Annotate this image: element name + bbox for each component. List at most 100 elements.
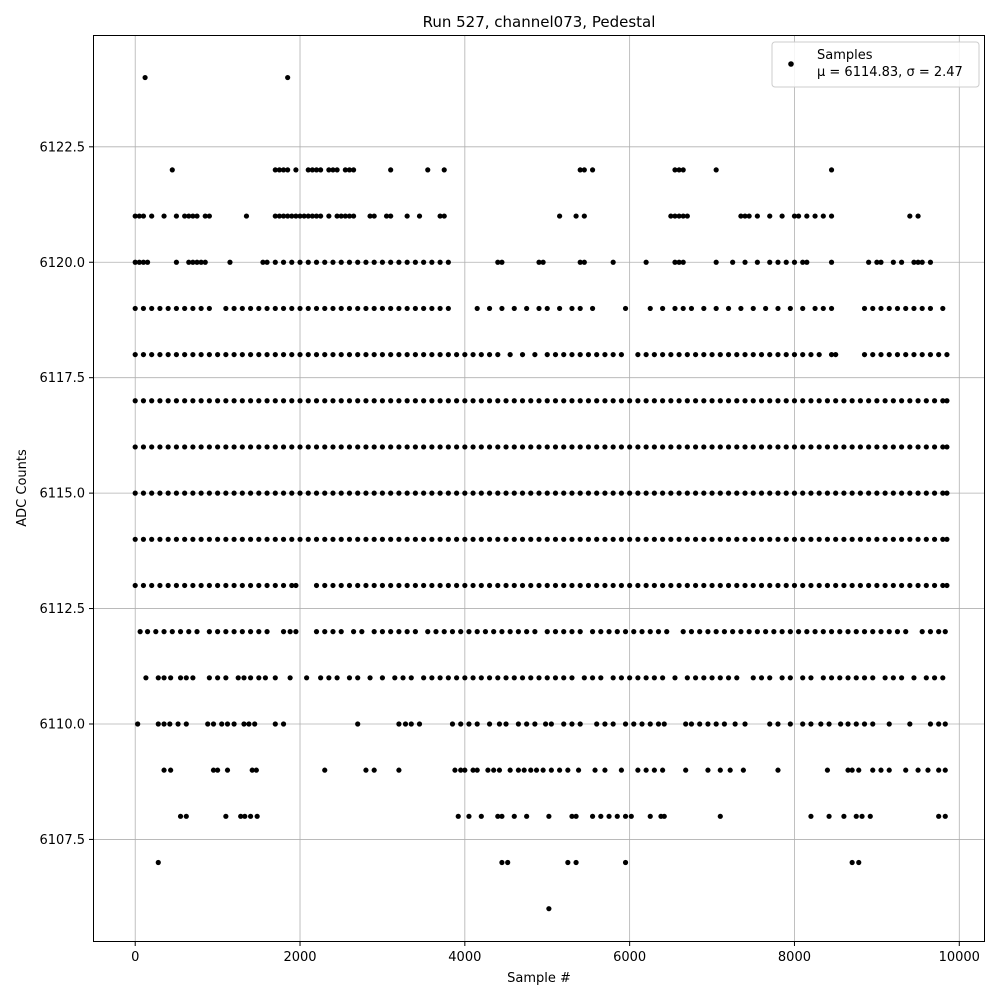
data-point <box>449 629 456 635</box>
data-point <box>215 490 221 496</box>
data-point <box>536 490 542 496</box>
data-point <box>437 351 443 358</box>
data-point <box>140 490 147 496</box>
data-point <box>486 305 493 312</box>
data-point <box>396 259 402 265</box>
data-point <box>149 351 155 358</box>
data-point <box>655 629 662 635</box>
data-point <box>470 767 476 773</box>
data-point <box>338 213 344 219</box>
data-point <box>890 675 896 681</box>
data-point <box>235 675 241 681</box>
data-point <box>618 351 625 358</box>
data-point <box>342 213 348 219</box>
data-point <box>787 675 793 681</box>
data-point <box>396 351 402 358</box>
data-point <box>388 259 394 265</box>
data-point <box>569 444 575 450</box>
data-point <box>655 721 662 727</box>
data-point <box>738 629 744 635</box>
data-point <box>585 536 592 542</box>
data-point <box>692 675 699 681</box>
data-point <box>519 398 526 404</box>
data-point <box>433 629 439 635</box>
data-point <box>215 398 221 404</box>
data-point <box>800 351 806 358</box>
data-point <box>272 398 278 404</box>
data-point <box>898 582 905 589</box>
data-point <box>445 305 451 312</box>
data-point <box>491 767 497 773</box>
data-point <box>589 813 596 819</box>
data-point <box>680 167 686 173</box>
data-point <box>561 490 567 496</box>
data-point <box>503 675 509 681</box>
data-point <box>289 305 295 312</box>
data-point <box>857 490 863 496</box>
data-point <box>942 721 948 727</box>
data-point <box>144 629 151 635</box>
data-point <box>437 536 443 542</box>
data-point <box>808 721 814 727</box>
data-point <box>697 629 703 635</box>
data-point <box>421 582 427 589</box>
data-point <box>173 582 180 589</box>
data-point <box>544 582 550 589</box>
x-axis-label: Sample # <box>507 971 571 986</box>
data-point <box>511 582 517 589</box>
data-point <box>660 444 666 450</box>
data-point <box>495 351 501 358</box>
data-point <box>919 629 925 635</box>
data-point <box>907 398 913 404</box>
data-point <box>177 813 184 819</box>
data-point <box>610 582 616 589</box>
data-point <box>816 398 822 404</box>
data-point <box>746 629 752 635</box>
data-point <box>153 629 159 635</box>
data-point <box>470 444 476 450</box>
data-point <box>808 582 814 589</box>
data-point <box>536 305 542 312</box>
data-point <box>800 721 806 727</box>
data-point <box>602 536 608 542</box>
data-point <box>445 582 451 589</box>
data-point <box>676 259 682 265</box>
data-point <box>496 767 503 773</box>
data-point <box>313 398 320 404</box>
data-point <box>841 490 847 496</box>
data-point <box>330 444 336 450</box>
data-point <box>725 444 732 450</box>
data-point <box>775 398 781 404</box>
data-point <box>140 305 147 312</box>
data-point <box>371 490 377 496</box>
data-point <box>927 259 934 265</box>
data-point <box>165 536 171 542</box>
data-point <box>297 351 303 358</box>
data-point <box>610 351 616 358</box>
data-point <box>544 398 550 404</box>
data-point <box>363 490 369 496</box>
data-point <box>701 582 707 589</box>
data-point <box>783 398 789 404</box>
data-point <box>878 629 884 635</box>
x-tick-label: 4000 <box>448 950 481 965</box>
data-point <box>462 444 468 450</box>
y-tick-label: 6115.0 <box>40 487 86 502</box>
data-point <box>804 213 810 219</box>
data-point <box>701 444 707 450</box>
data-point <box>505 859 511 866</box>
data-point <box>643 444 649 450</box>
data-point <box>524 813 530 819</box>
data-point <box>565 767 571 773</box>
data-point <box>272 167 278 173</box>
data-point <box>826 813 832 819</box>
data-point <box>287 629 293 635</box>
data-point <box>363 305 369 312</box>
data-point <box>824 536 831 542</box>
data-point <box>155 721 161 727</box>
data-point <box>371 444 377 450</box>
data-point <box>828 167 835 173</box>
data-point <box>688 721 695 727</box>
data-point <box>247 351 254 358</box>
data-point <box>223 351 229 358</box>
